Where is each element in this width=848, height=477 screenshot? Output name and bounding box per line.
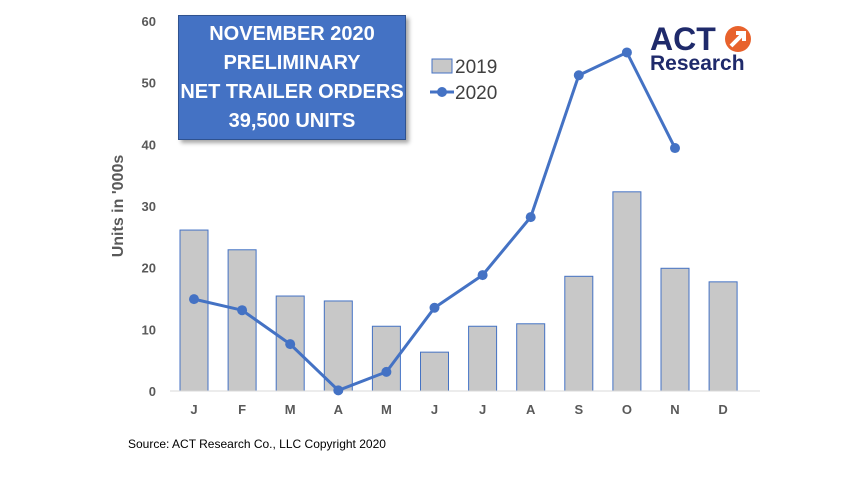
point-2020	[237, 305, 248, 316]
x-tick-label: A	[334, 402, 344, 417]
point-2020	[670, 143, 680, 154]
x-tick-label: M	[381, 402, 392, 417]
bar-2019	[179, 229, 209, 392]
title-line: PRELIMINARY	[223, 51, 361, 74]
title-line: NOVEMBER 2020	[209, 22, 375, 45]
x-tick-label: A	[526, 402, 536, 417]
x-tick-label: J	[431, 402, 438, 417]
x-tick-label: O	[622, 402, 632, 417]
point-2020	[477, 270, 488, 281]
legend-label-2019: 2019	[455, 57, 497, 78]
y-tick-label: 50	[142, 76, 156, 91]
x-tick-label: N	[670, 402, 679, 417]
x-tick-label: J	[479, 402, 486, 417]
legend-label-2020: 2020	[455, 83, 497, 104]
y-tick-label: 10	[142, 322, 156, 337]
bar-2019	[323, 300, 353, 392]
bar-2019	[708, 281, 738, 392]
y-tick-label: 40	[142, 137, 156, 152]
svg-text:Research: Research	[650, 52, 745, 74]
title-line: 39,500 UNITS	[228, 109, 356, 132]
source-note: Source: ACT Research Co., LLC Copyright …	[128, 437, 386, 451]
point-2020	[381, 366, 392, 377]
bar-2019	[660, 267, 690, 392]
y-tick-label: 30	[142, 199, 156, 214]
chart-title-box: NOVEMBER 2020 PRELIMINARY NET TRAILER OR…	[178, 15, 406, 140]
y-axis-label: Units in '000s	[110, 155, 127, 258]
point-2020	[621, 47, 632, 58]
act-research-logo: ACT Research	[650, 22, 751, 74]
x-tick-label: S	[574, 402, 583, 417]
legend-marker-2020	[437, 87, 447, 97]
legend-swatch-2019	[431, 58, 453, 74]
bar-2019	[612, 191, 642, 392]
point-2020	[525, 212, 536, 223]
y-tick-label: 20	[142, 261, 156, 276]
svg-text:ACT: ACT	[650, 22, 716, 57]
bar-2019	[468, 325, 498, 392]
title-line: NET TRAILER ORDERS	[180, 80, 404, 103]
x-tick-label: M	[285, 402, 296, 417]
bar-2019	[227, 249, 257, 392]
point-2020	[573, 70, 584, 81]
bar-2019	[516, 323, 546, 392]
point-2020	[333, 385, 344, 396]
x-tick-label: J	[190, 402, 197, 417]
point-2020	[189, 294, 199, 305]
point-2020	[285, 339, 296, 350]
x-tick-label: D	[718, 402, 727, 417]
point-2020	[429, 302, 440, 313]
y-tick-label: 0	[149, 384, 156, 399]
bar-2019	[564, 275, 594, 392]
bar-2019	[420, 351, 449, 392]
y-tick-label: 60	[142, 14, 156, 29]
x-tick-label: F	[238, 402, 246, 417]
